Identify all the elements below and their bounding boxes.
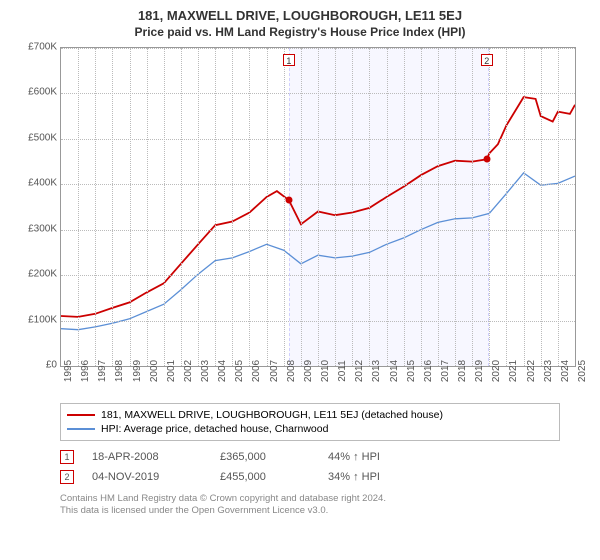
sale-date: 18-APR-2008 bbox=[92, 451, 202, 463]
gridline-v bbox=[215, 48, 216, 366]
sale-dot-2 bbox=[483, 156, 490, 163]
x-axis-label: 2001 bbox=[166, 360, 177, 382]
gridline-v bbox=[147, 48, 148, 366]
chart-subtitle: Price paid vs. HM Land Registry's House … bbox=[14, 25, 586, 39]
x-axis-label: 2023 bbox=[543, 360, 554, 382]
gridline-v bbox=[541, 48, 542, 366]
x-axis-label: 2018 bbox=[457, 360, 468, 382]
gridline-v bbox=[352, 48, 353, 366]
sale-date: 04-NOV-2019 bbox=[92, 471, 202, 483]
sale-dot-1 bbox=[285, 197, 292, 204]
y-axis-label: £400K bbox=[14, 178, 57, 189]
gridline-v bbox=[164, 48, 165, 366]
x-axis-label: 1995 bbox=[63, 360, 74, 382]
gridline-v bbox=[95, 48, 96, 366]
footer-line-2: This data is licensed under the Open Gov… bbox=[60, 505, 586, 517]
gridline-v bbox=[404, 48, 405, 366]
legend: 181, MAXWELL DRIVE, LOUGHBOROUGH, LE11 5… bbox=[60, 403, 560, 441]
x-axis-label: 2007 bbox=[269, 360, 280, 382]
legend-swatch bbox=[67, 414, 95, 416]
sale-row-marker: 2 bbox=[60, 470, 74, 484]
gridline-v bbox=[78, 48, 79, 366]
x-axis-label: 2022 bbox=[526, 360, 537, 382]
plot-region: 12 bbox=[60, 47, 576, 367]
gridline-v bbox=[198, 48, 199, 366]
legend-swatch bbox=[67, 428, 95, 430]
x-axis-label: 2015 bbox=[406, 360, 417, 382]
gridline-v bbox=[318, 48, 319, 366]
x-axis-label: 2020 bbox=[491, 360, 502, 382]
gridline-v bbox=[558, 48, 559, 366]
legend-item: HPI: Average price, detached house, Char… bbox=[67, 422, 553, 436]
x-axis-label: 2014 bbox=[389, 360, 400, 382]
y-axis-label: £200K bbox=[14, 269, 57, 280]
x-axis-label: 2010 bbox=[320, 360, 331, 382]
x-axis-label: 2019 bbox=[474, 360, 485, 382]
x-axis-label: 1997 bbox=[97, 360, 108, 382]
x-axis-label: 2000 bbox=[149, 360, 160, 382]
y-axis-label: £700K bbox=[14, 42, 57, 53]
x-axis-label: 2025 bbox=[577, 360, 588, 382]
x-axis-label: 1999 bbox=[132, 360, 143, 382]
sale-row: 1 18-APR-2008 £365,000 44% ↑ HPI bbox=[60, 447, 560, 467]
gridline-v bbox=[489, 48, 490, 366]
gridline-v bbox=[232, 48, 233, 366]
gridline-v bbox=[181, 48, 182, 366]
sale-price: £365,000 bbox=[220, 451, 310, 463]
chart-area: 12 £0£100K£200K£300K£400K£500K£600K£700K… bbox=[14, 47, 576, 397]
x-axis-label: 2024 bbox=[560, 360, 571, 382]
gridline-v bbox=[112, 48, 113, 366]
sale-price: £455,000 bbox=[220, 471, 310, 483]
x-axis-label: 2006 bbox=[251, 360, 262, 382]
chart-title: 181, MAXWELL DRIVE, LOUGHBOROUGH, LE11 5… bbox=[14, 8, 586, 23]
gridline-v bbox=[369, 48, 370, 366]
gridline-v bbox=[284, 48, 285, 366]
x-axis-label: 2013 bbox=[371, 360, 382, 382]
y-axis-label: £0 bbox=[14, 360, 57, 371]
gridline-v bbox=[438, 48, 439, 366]
gridline-v bbox=[249, 48, 250, 366]
gridline-v bbox=[387, 48, 388, 366]
sale-row: 2 04-NOV-2019 £455,000 34% ↑ HPI bbox=[60, 467, 560, 487]
gridline-v bbox=[267, 48, 268, 366]
legend-label: 181, MAXWELL DRIVE, LOUGHBOROUGH, LE11 5… bbox=[101, 409, 443, 421]
gridline-v bbox=[472, 48, 473, 366]
sales-table: 1 18-APR-2008 £365,000 44% ↑ HPI 2 04-NOV-201… bbox=[60, 447, 560, 487]
gridline-v bbox=[506, 48, 507, 366]
sale-marker-2: 2 bbox=[481, 54, 493, 66]
gridline-v bbox=[130, 48, 131, 366]
sale-marker-1: 1 bbox=[283, 54, 295, 66]
x-axis-label: 2009 bbox=[303, 360, 314, 382]
gridline-v bbox=[301, 48, 302, 366]
x-axis-label: 2005 bbox=[234, 360, 245, 382]
gridline-v bbox=[421, 48, 422, 366]
legend-label: HPI: Average price, detached house, Char… bbox=[101, 423, 328, 435]
sale-pct-vs-hpi: 44% ↑ HPI bbox=[328, 451, 418, 463]
x-axis-label: 2017 bbox=[440, 360, 451, 382]
y-axis-label: £300K bbox=[14, 223, 57, 234]
x-axis-label: 1996 bbox=[80, 360, 91, 382]
footer-attribution: Contains HM Land Registry data © Crown c… bbox=[60, 493, 586, 518]
x-axis-label: 1998 bbox=[114, 360, 125, 382]
gridline-v bbox=[335, 48, 336, 366]
x-axis-label: 2002 bbox=[183, 360, 194, 382]
x-axis-label: 2008 bbox=[286, 360, 297, 382]
x-axis-label: 2012 bbox=[354, 360, 365, 382]
x-axis-label: 2016 bbox=[423, 360, 434, 382]
x-axis-label: 2004 bbox=[217, 360, 228, 382]
y-axis-label: £100K bbox=[14, 314, 57, 325]
footer-line-1: Contains HM Land Registry data © Crown c… bbox=[60, 493, 586, 505]
x-axis-label: 2021 bbox=[508, 360, 519, 382]
y-axis-label: £600K bbox=[14, 87, 57, 98]
x-axis-label: 2003 bbox=[200, 360, 211, 382]
legend-item: 181, MAXWELL DRIVE, LOUGHBOROUGH, LE11 5… bbox=[67, 408, 553, 422]
x-axis-label: 2011 bbox=[337, 360, 348, 382]
y-axis-label: £500K bbox=[14, 132, 57, 143]
sale-row-marker: 1 bbox=[60, 450, 74, 464]
sale-pct-vs-hpi: 34% ↑ HPI bbox=[328, 471, 418, 483]
gridline-v bbox=[455, 48, 456, 366]
gridline-v bbox=[524, 48, 525, 366]
